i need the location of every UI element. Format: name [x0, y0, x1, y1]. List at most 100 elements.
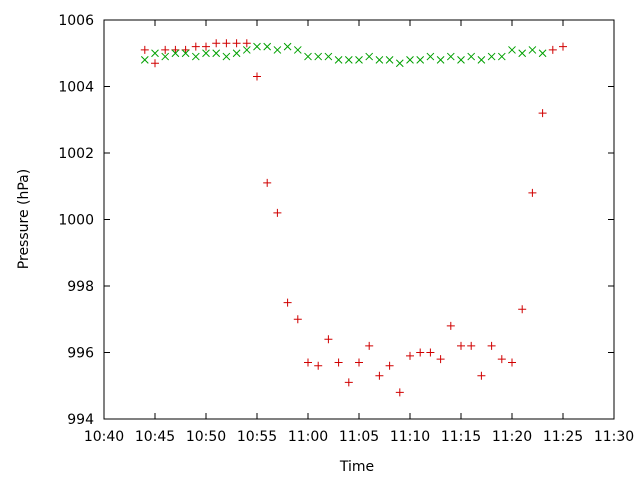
plus-marker-point [518, 305, 527, 314]
plus-marker-point [324, 335, 333, 344]
plus-marker-point [222, 39, 231, 48]
plus-marker-point [416, 348, 425, 357]
cross-marker-point [232, 49, 241, 58]
cross-marker-point [477, 56, 486, 64]
plus-marker-point [548, 45, 557, 54]
cross-marker-point [151, 49, 159, 58]
cross-marker-point [508, 46, 516, 54]
cross-marker-point [385, 56, 394, 64]
plot-frame [103, 19, 615, 420]
cross-marker-point [416, 56, 425, 64]
cross-marker-point [528, 46, 537, 54]
plus-marker-point [477, 371, 486, 380]
y-tick-label: 1000 [58, 213, 94, 229]
x-tick-label: 10:50 [186, 429, 226, 445]
x-tick-label: 11:25 [543, 429, 583, 445]
cross-marker-point [222, 52, 231, 61]
plus-marker-point [273, 208, 282, 217]
data-points [140, 39, 567, 397]
cross-marker-point [283, 42, 292, 51]
plus-marker-point [446, 321, 455, 330]
x-tick-label: 11:00 [288, 429, 328, 445]
cross-marker-point [467, 52, 476, 61]
y-tick-label: 1002 [58, 146, 94, 162]
cross-marker-point [171, 49, 180, 58]
plus-marker-point [253, 72, 261, 81]
plus-marker-point [263, 178, 272, 187]
cross-marker-point [304, 52, 312, 61]
cross-marker-point [242, 46, 251, 54]
plus-marker-point [436, 355, 445, 364]
x-tick-label: 11:05 [339, 429, 379, 445]
cross-marker-point [497, 52, 506, 61]
cross-marker-point [344, 56, 353, 64]
plus-marker-point [293, 315, 302, 324]
plus-marker-point [242, 39, 251, 48]
cross-marker-point [324, 52, 333, 61]
cross-marker-point [253, 42, 261, 51]
plus-marker-point [538, 109, 547, 118]
x-tick-label: 10:55 [237, 429, 277, 445]
cross-marker-point [202, 49, 210, 58]
x-tick-label: 11:30 [594, 429, 634, 445]
cross-marker-point [314, 52, 323, 61]
x-axis-label: Time [339, 459, 374, 475]
x-tick-label: 10:45 [135, 429, 175, 445]
plus-marker-point [191, 42, 200, 51]
cross-marker-point [293, 46, 302, 54]
plus-marker-point [467, 341, 476, 350]
plus-marker-point [140, 45, 149, 54]
plus-marker-point [151, 59, 159, 68]
y-tick-label: 994 [67, 412, 94, 428]
plus-marker-point [559, 42, 567, 51]
x-tick-label: 10:40 [84, 429, 124, 445]
plus-marker-point [304, 358, 312, 367]
plus-marker-point [334, 358, 343, 367]
cross-marker-point [212, 49, 221, 58]
y-axis-label: Pressure (hPa) [16, 169, 32, 269]
plus-marker-point [232, 39, 241, 48]
cross-marker-point [273, 46, 282, 54]
plus-marker-point [528, 188, 537, 197]
plus-marker-point [497, 355, 506, 364]
cross-marker-point [375, 56, 384, 64]
x-tick-label: 11:20 [492, 429, 532, 445]
cross-marker-point [426, 52, 435, 61]
plus-marker-point [355, 358, 363, 367]
plus-marker-point [212, 39, 221, 48]
axis-ticks: 10:40 10:45 10:50 10:55 11:00 11:05 11:10 11:15… [58, 13, 634, 445]
plus-marker-point [457, 341, 465, 350]
plus-marker-point [344, 378, 353, 387]
cross-marker-point [161, 52, 170, 61]
cross-marker-point [395, 59, 404, 68]
plus-marker-point [395, 388, 404, 397]
cross-marker-point [263, 42, 272, 51]
plus-marker-point [202, 42, 210, 51]
cross-marker-point [355, 56, 363, 64]
cross-marker-point [140, 56, 149, 64]
cross-marker-point [181, 49, 190, 58]
plus-marker-point [314, 361, 323, 370]
plus-marker-point [426, 348, 435, 357]
cross-marker-point [487, 52, 496, 61]
plus-marker-point [283, 298, 292, 307]
cross-marker-point [365, 52, 374, 61]
plus-marker-point [385, 361, 394, 370]
plus-marker-point [487, 341, 496, 350]
cross-marker-point [406, 56, 414, 64]
y-tick-label: 1004 [58, 80, 94, 96]
plus-marker-point [508, 358, 516, 367]
plus-marker-point [406, 351, 414, 360]
plus-marker-point [365, 341, 374, 350]
x-tick-label: 11:10 [390, 429, 430, 445]
cross-marker-point [436, 56, 445, 64]
cross-marker-point [538, 49, 547, 58]
y-tick-label: 998 [67, 279, 94, 295]
cross-marker-point [191, 52, 200, 61]
x-tick-label: 11:15 [441, 429, 481, 445]
plus-marker-point [161, 45, 170, 54]
cross-marker-point [457, 56, 465, 64]
cross-marker-point [334, 56, 343, 64]
y-tick-label: 996 [67, 346, 94, 362]
